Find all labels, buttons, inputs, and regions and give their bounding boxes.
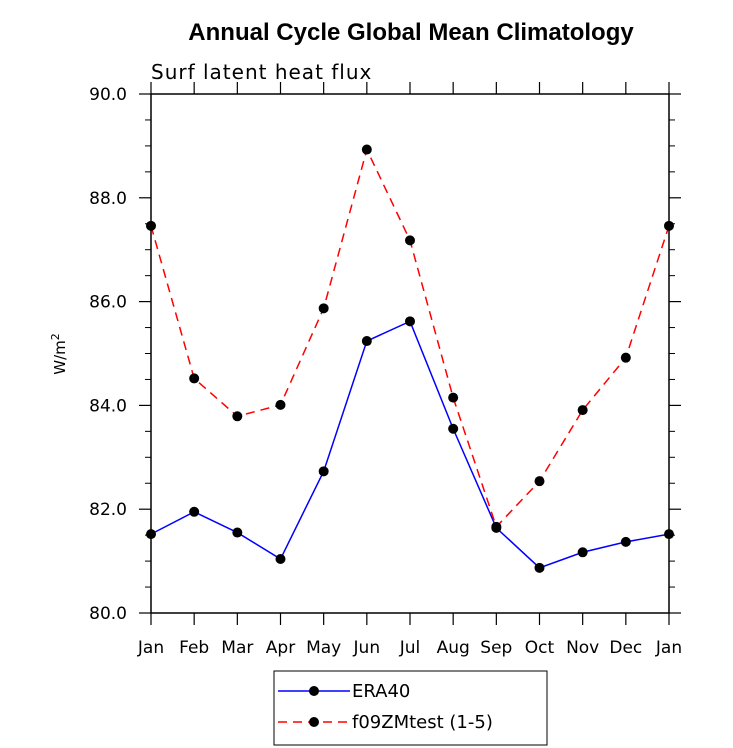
series-0-point	[664, 529, 674, 540]
y-tick-label: 84.0	[89, 396, 127, 416]
y-axis-label-superscript: 2	[49, 333, 62, 340]
series-1-point	[189, 373, 200, 384]
series-line-1	[150, 147, 670, 529]
series-1-point	[405, 235, 415, 246]
x-tick-label: Jan	[137, 638, 164, 658]
x-tick-label: Jan	[655, 638, 682, 658]
legend-label-era40: ERA40	[352, 681, 410, 702]
series-0-point	[189, 506, 200, 517]
series-0-point	[318, 466, 329, 477]
chart-subtitle: Surf latent heat flux	[151, 60, 372, 84]
series-1-point	[620, 352, 631, 363]
y-tick-label: 80.0	[89, 604, 127, 624]
legend-box	[273, 670, 548, 746]
series-0-point	[146, 529, 156, 540]
series-0-point	[577, 547, 588, 558]
y-tick-label: 90.0	[89, 85, 127, 105]
series-line-0	[150, 320, 670, 569]
series-0-point	[361, 336, 372, 347]
x-tick-label: Apr	[266, 638, 295, 658]
series-0-point	[405, 316, 415, 327]
series-0-point	[232, 527, 243, 538]
x-axis-ticks: Jan Feb Mar Apr May Jun Jul Aug Sep Oct Nov Dec Jan	[137, 82, 682, 658]
series-1-point	[664, 220, 674, 231]
x-tick-label: Nov	[566, 638, 599, 658]
series-1-point	[275, 399, 286, 410]
plot-frame	[150, 93, 670, 614]
legend: ERA40 f09ZMtest (1-5)	[273, 670, 548, 746]
series-layer	[146, 144, 674, 573]
chart-title: Annual Cycle Global Mean Climatology	[188, 19, 634, 46]
series-0-point	[448, 423, 459, 434]
y-tick-label: 88.0	[89, 189, 127, 209]
legend-marker-f09zmtest	[309, 717, 319, 727]
series-1-point	[232, 411, 243, 422]
series-0-point	[275, 554, 286, 565]
x-tick-label: Oct	[525, 638, 555, 658]
series-0-point	[534, 562, 545, 573]
y-tick-label: 82.0	[89, 500, 127, 520]
legend-marker-era40	[309, 686, 319, 696]
x-tick-label: Jun	[353, 638, 381, 658]
y-tick-label: 86.0	[89, 293, 127, 313]
x-tick-label: Aug	[437, 638, 470, 658]
series-1-point	[577, 405, 588, 416]
x-tick-label: Sep	[480, 638, 512, 658]
svg-text:W/m2: W/m2	[49, 333, 69, 375]
x-tick-label: Dec	[609, 638, 642, 658]
x-tick-label: Jul	[399, 638, 421, 658]
series-1-point	[534, 476, 545, 487]
series-1-point	[491, 521, 502, 532]
series-1-point	[146, 220, 156, 231]
y-axis-label-text: W/m	[51, 340, 69, 375]
x-tick-label: Mar	[221, 638, 253, 658]
series-1-point	[318, 303, 329, 314]
series-1-point	[361, 144, 372, 155]
series-0-point	[620, 536, 631, 547]
y-axis-label: W/m2	[49, 333, 69, 375]
legend-label-f09zmtest: f09ZMtest (1-5)	[352, 712, 493, 733]
x-tick-label: May	[306, 638, 341, 658]
series-1-point	[448, 392, 459, 403]
x-tick-label: Feb	[179, 638, 209, 658]
y-axis-ticks: 80.0 82.0 84.0 86.0 88.0 90.0	[89, 85, 681, 624]
